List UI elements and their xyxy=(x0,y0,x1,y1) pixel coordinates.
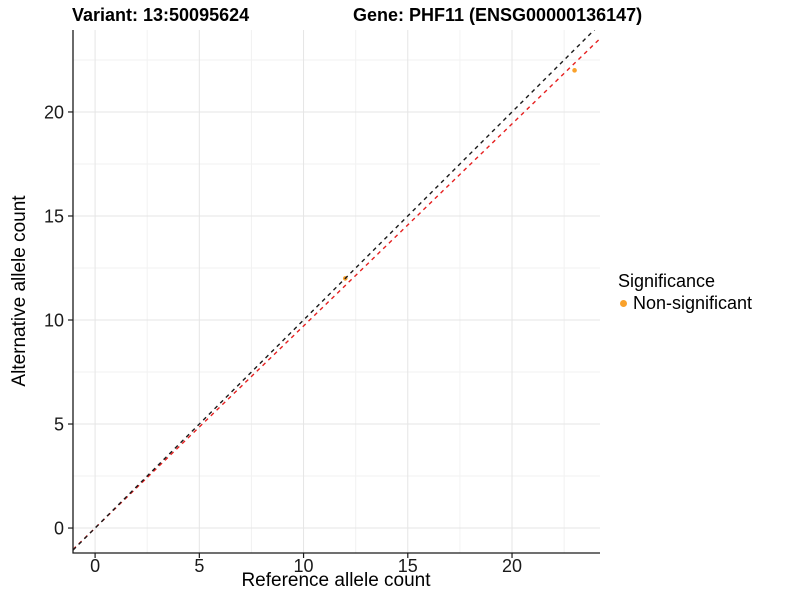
x-tick-label: 20 xyxy=(502,556,522,576)
y-tick-label: 5 xyxy=(54,415,64,435)
legend-item: Non-significant xyxy=(616,292,752,314)
x-tick-label: 10 xyxy=(294,556,314,576)
variant-title: Variant: 13:50095624 xyxy=(72,5,250,25)
legend-title: Significance xyxy=(618,271,716,291)
y-tick-label: 10 xyxy=(44,311,64,331)
legend-point-icon xyxy=(620,299,627,307)
y-tick-label: 0 xyxy=(54,519,64,539)
x-axis-title: Reference allele count xyxy=(241,570,431,591)
y-tick-label: 20 xyxy=(44,102,64,122)
data-point xyxy=(572,68,577,73)
x-tick-label: 0 xyxy=(90,556,100,576)
ratio-line xyxy=(73,38,600,550)
gene-title: Gene: PHF11 (ENSG00000136147) xyxy=(353,5,643,25)
legend-item-label: Non-significant xyxy=(633,293,753,313)
y-axis-title: Alternative allele count xyxy=(9,195,30,387)
identity-line xyxy=(73,30,596,551)
y-tick-label: 15 xyxy=(44,206,64,226)
x-tick-label: 15 xyxy=(398,556,418,576)
legend: Significance Non-significant xyxy=(616,270,752,314)
x-tick-label: 5 xyxy=(194,556,204,576)
panel-geometry xyxy=(73,30,600,551)
